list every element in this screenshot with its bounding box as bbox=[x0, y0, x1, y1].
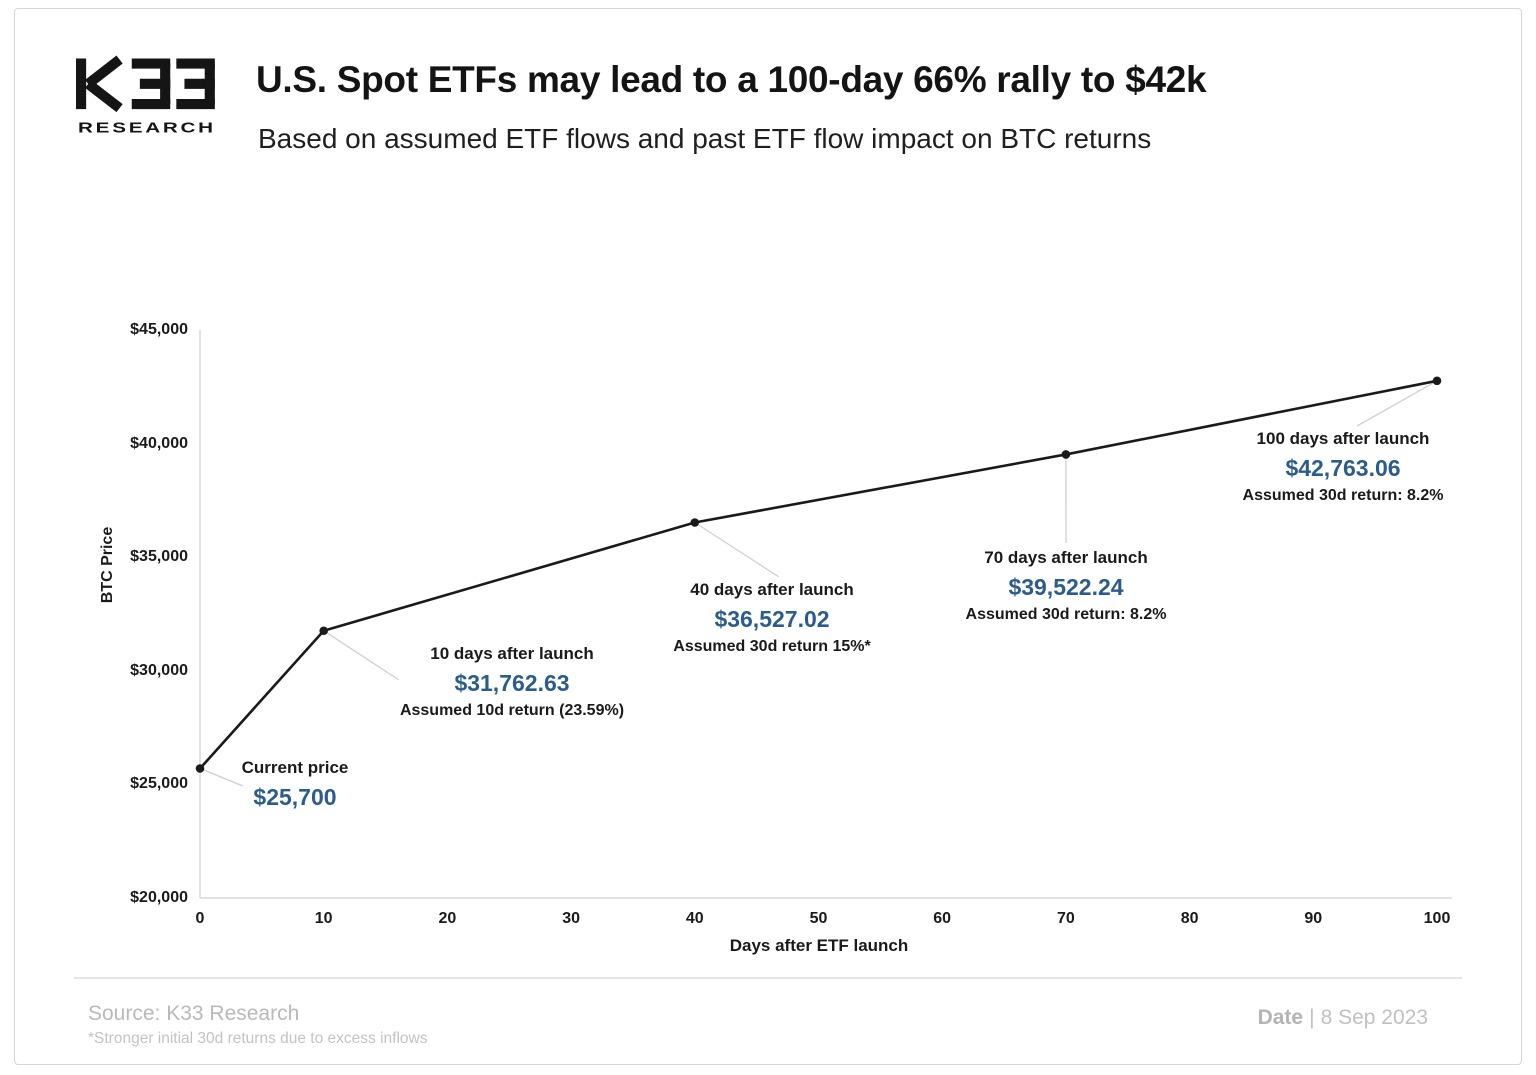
annotation-label: 70 days after launch bbox=[984, 548, 1148, 567]
annotation-price: $39,522.24 bbox=[1008, 574, 1124, 600]
x-axis-tick-label: 20 bbox=[438, 910, 457, 927]
x-axis-tick-label: 60 bbox=[933, 910, 952, 927]
annotation: 10 days after launch $31,762.63 Assumed 10… bbox=[342, 642, 682, 723]
y-axis-tick-label: $40,000 bbox=[130, 434, 188, 452]
footer-date-value: 8 Sep 2023 bbox=[1320, 1006, 1428, 1029]
y-axis-tick-label: $20,000 bbox=[130, 889, 188, 906]
x-axis-tick-label: 80 bbox=[1180, 910, 1199, 927]
y-axis-tick-label: $35,000 bbox=[130, 548, 188, 566]
x-axis-tick-label: 70 bbox=[1056, 910, 1075, 927]
logo-research-text: RESEARCH bbox=[78, 119, 216, 136]
page-subtitle: Based on assumed ETF flows and past ETF … bbox=[258, 123, 1152, 154]
annotation: Current price $25,700 bbox=[125, 756, 465, 813]
page-title: U.S. Spot ETFs may lead to a 100-day 66%… bbox=[256, 59, 1207, 100]
x-axis-title: Days after ETF launch bbox=[729, 936, 909, 955]
annotation: 100 days after launch $42,763.06 Assumed 3… bbox=[1173, 427, 1513, 508]
k33-research-logo: RESEARCH bbox=[76, 55, 216, 136]
footer-divider bbox=[74, 977, 1462, 979]
annotation-label: Current price bbox=[241, 758, 349, 777]
x-axis-tick-label: 10 bbox=[314, 910, 333, 927]
footer-date-label: Date bbox=[1257, 1006, 1304, 1029]
annotation-label: 40 days after launch bbox=[690, 580, 854, 599]
y-axis-tick-label: $45,000 bbox=[130, 321, 188, 338]
x-axis-tick-label: 30 bbox=[562, 910, 580, 927]
annotation-note: Assumed 30d return: 8.2% bbox=[965, 606, 1167, 623]
annotation-note: Assumed 30d return: 8.2% bbox=[1242, 487, 1444, 504]
annotation-label: 10 days after launch bbox=[430, 644, 594, 663]
annotation-price: $36,527.02 bbox=[714, 606, 830, 632]
footer-date-separator: | bbox=[1309, 1006, 1315, 1029]
y-axis-tick-label: $25,000 bbox=[130, 775, 188, 793]
x-axis-tick-label: 40 bbox=[685, 910, 704, 927]
footer-source: Source: K33 Research bbox=[88, 1002, 300, 1025]
k33-logo-glyphs bbox=[76, 55, 215, 113]
annotation: 40 days after launch $36,527.02 Assumed 30… bbox=[602, 578, 942, 659]
annotation-note: Assumed 30d return 15%* bbox=[673, 638, 871, 655]
footer-footnote: *Stronger initial 30d returns due to exc… bbox=[88, 1030, 428, 1047]
y-axis-tick-label: $30,000 bbox=[130, 661, 188, 679]
x-axis-tick-label: 50 bbox=[809, 910, 828, 927]
x-axis-tick-label: 100 bbox=[1423, 910, 1451, 927]
annotation: 70 days after launch $39,522.24 Assumed 30… bbox=[896, 546, 1236, 627]
annotation-price: $31,762.63 bbox=[454, 670, 570, 696]
annotation-note: Assumed 10d return (23.59%) bbox=[399, 702, 625, 719]
annotation-price: $25,700 bbox=[253, 784, 337, 810]
x-axis-tick-label: 90 bbox=[1304, 910, 1323, 927]
x-axis-tick-label: 0 bbox=[195, 910, 205, 927]
annotation-label: 100 days after launch bbox=[1256, 429, 1430, 448]
footer-date: Date | 8 Sep 2023 bbox=[1258, 1006, 1428, 1030]
annotation-price: $42,763.06 bbox=[1285, 455, 1401, 481]
